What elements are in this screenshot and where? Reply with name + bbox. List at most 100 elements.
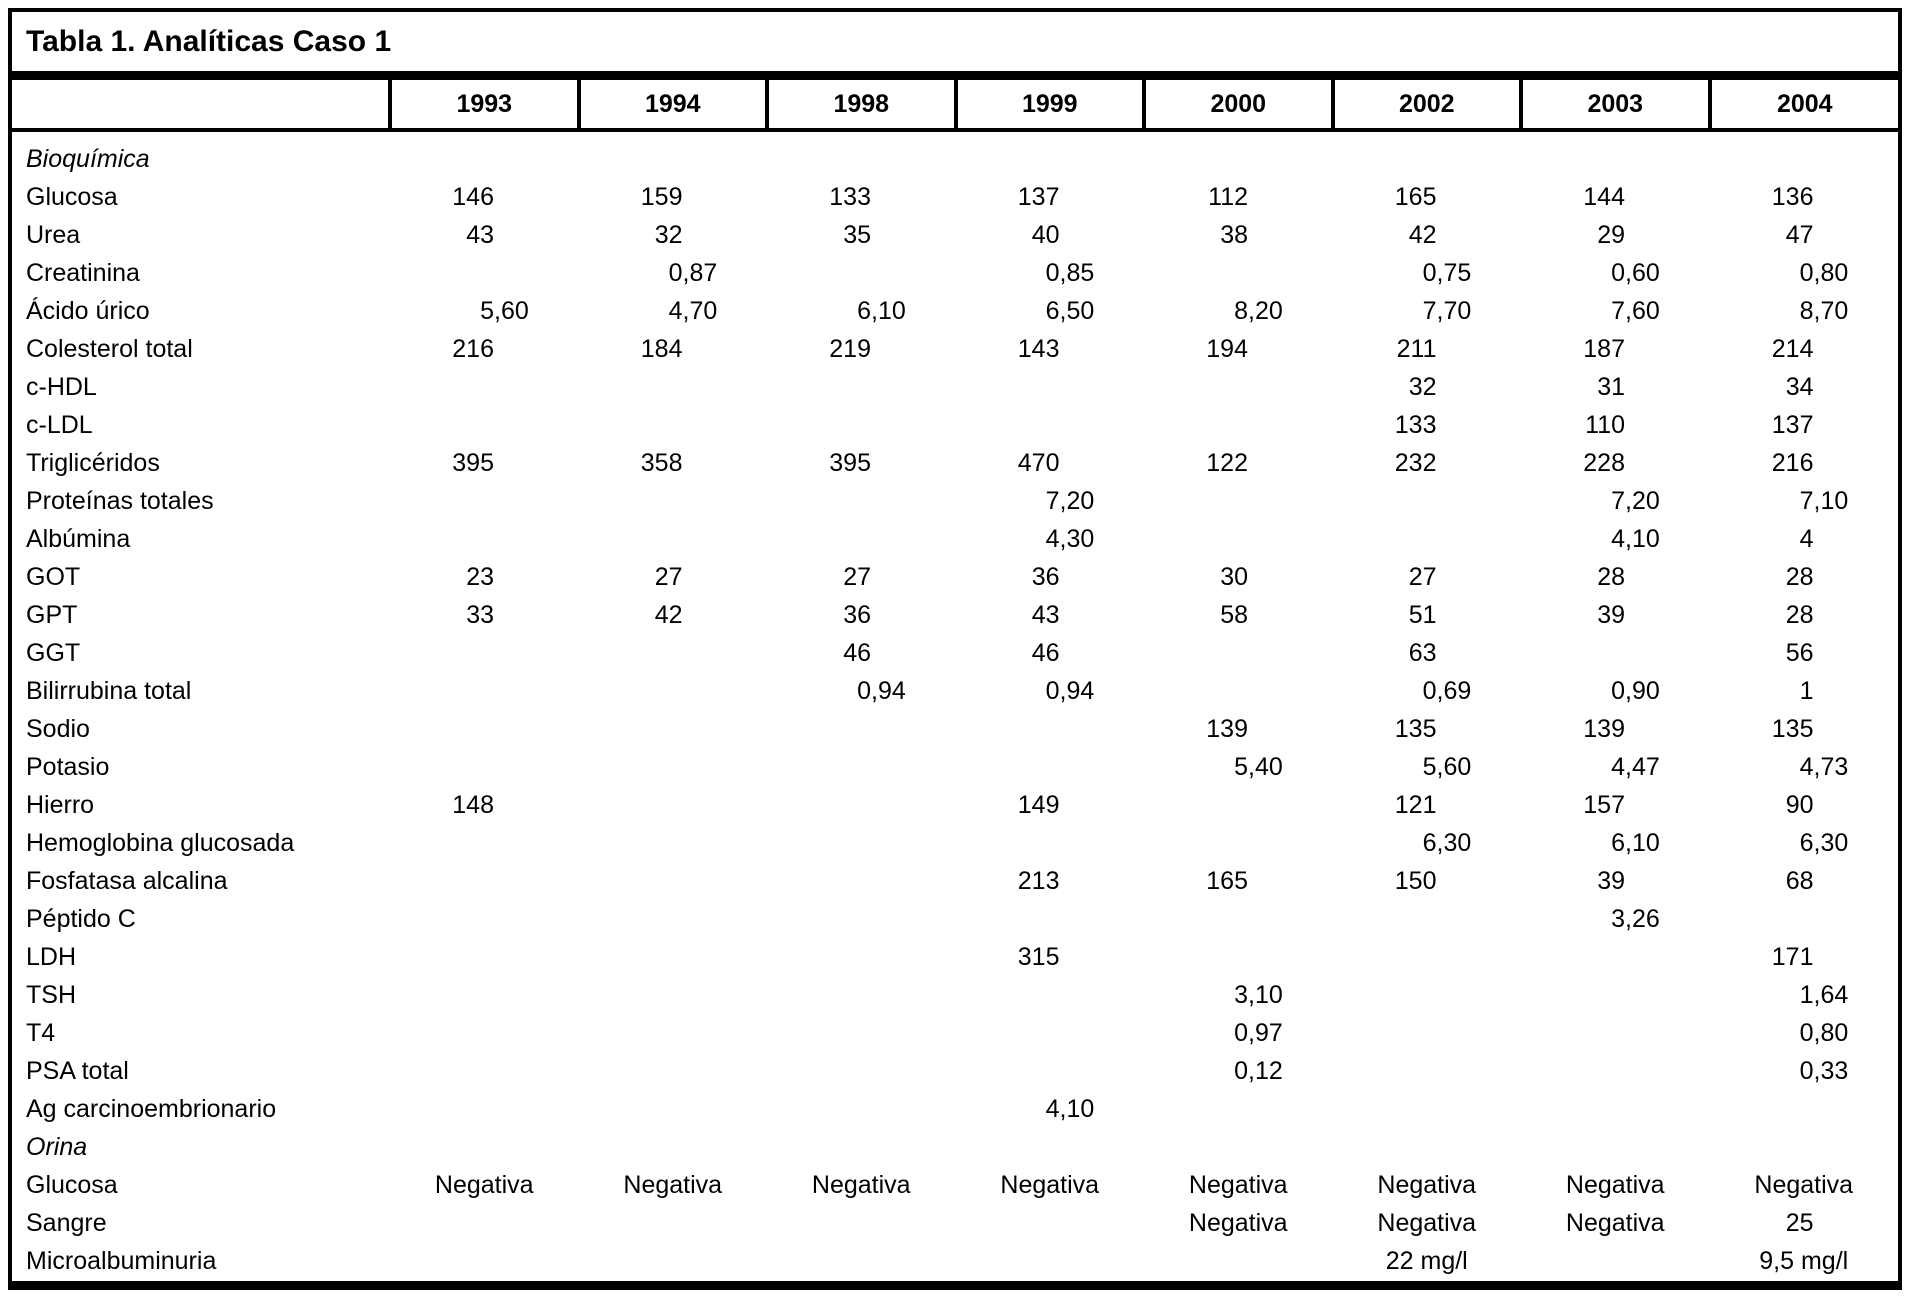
- table-header: 1993 1994 1998 1999 2000 2002 2003 2004: [12, 80, 1898, 132]
- value-cell: [1333, 482, 1522, 520]
- value-cell: 214: [1710, 330, 1899, 368]
- value-cell: 0,60: [1521, 254, 1710, 292]
- value-cell: 470: [956, 444, 1145, 482]
- value-cell: [390, 976, 579, 1014]
- section-row: Orina: [12, 1128, 1898, 1166]
- value-cell: [767, 130, 956, 178]
- numeric-value: 39: [1597, 866, 1625, 895]
- value-cell: [1710, 1128, 1899, 1166]
- table-row: TSH 3,10 1,64: [12, 976, 1898, 1014]
- value-cell: [579, 748, 768, 786]
- table-row: Creatinina 0,87 0,85 0,75 0,60 0,80: [12, 254, 1898, 292]
- value-cell: [1333, 1014, 1522, 1052]
- numeric-value: 137: [1017, 182, 1060, 211]
- value-cell: [767, 1014, 956, 1052]
- value-cell: [767, 710, 956, 748]
- value-cell: [1521, 1242, 1710, 1280]
- value-cell: 27: [579, 558, 768, 596]
- value-cell: 23: [390, 558, 579, 596]
- value-cell: [579, 1090, 768, 1128]
- value-cell: 63: [1333, 634, 1522, 672]
- value-cell: [956, 1014, 1145, 1052]
- value-cell: 5,60: [390, 292, 579, 330]
- value-cell: 30: [1144, 558, 1333, 596]
- table-row: Péptido C 3,26: [12, 900, 1898, 938]
- numeric-value: 6,10: [857, 296, 906, 325]
- value-cell: [579, 786, 768, 824]
- numeric-value: 25: [1785, 1208, 1814, 1237]
- value-cell: 165: [1144, 862, 1333, 900]
- value-cell: 110: [1521, 406, 1710, 444]
- numeric-value: 8,70: [1799, 296, 1849, 325]
- numeric-value: 6,30: [1422, 828, 1472, 857]
- value-cell: [579, 1242, 768, 1280]
- numeric-value: 4,30: [1045, 524, 1095, 553]
- row-label: Urea: [26, 220, 81, 249]
- numeric-value: 137: [1771, 410, 1814, 439]
- value-cell: 0,80: [1710, 254, 1899, 292]
- value-cell: 139: [1144, 710, 1333, 748]
- year-header: 1994: [576, 80, 767, 132]
- value-cell: 28: [1710, 558, 1899, 596]
- value-cell: 216: [390, 330, 579, 368]
- value-cell: [579, 900, 768, 938]
- numeric-value: 39: [1597, 600, 1625, 629]
- value-cell: [956, 1242, 1145, 1280]
- numeric-value: 194: [1206, 334, 1248, 363]
- value-cell: 38: [1144, 216, 1333, 254]
- row-label: Potasio: [26, 752, 110, 781]
- value-cell: [1144, 672, 1333, 710]
- numeric-value: 68: [1785, 866, 1814, 895]
- table-row: Triglicéridos 395 358 395 470 122 232 228 216: [12, 444, 1898, 482]
- table-row: c-HDL 32 31 34: [12, 368, 1898, 406]
- value-cell: [767, 938, 956, 976]
- value-cell: [767, 862, 956, 900]
- value-cell: 4,10: [956, 1090, 1145, 1128]
- value-cell: [390, 1242, 579, 1280]
- value-cell: [1333, 520, 1522, 558]
- value-cell: 32: [1333, 368, 1522, 406]
- numeric-value: 1: [1799, 676, 1814, 705]
- year-header: 1999: [953, 80, 1144, 132]
- value-cell: 5,60: [1333, 748, 1522, 786]
- value-cell: 216: [1710, 444, 1899, 482]
- value-cell: [956, 1052, 1145, 1090]
- value-cell: Negativa: [1565, 1208, 1665, 1237]
- value-cell: 6,30: [1710, 824, 1899, 862]
- numeric-value: 171: [1771, 942, 1814, 971]
- value-cell: [390, 824, 579, 862]
- value-cell: 148: [390, 786, 579, 824]
- numeric-value: 135: [1394, 714, 1437, 743]
- value-cell: [1144, 520, 1333, 558]
- table-row: PSA total 0,12 0,33: [12, 1052, 1898, 1090]
- value-cell: 68: [1710, 862, 1899, 900]
- value-cell: [579, 1204, 768, 1242]
- year-header: 2003: [1519, 80, 1710, 132]
- value-cell: [1521, 1014, 1710, 1052]
- value-cell: 133: [1333, 406, 1522, 444]
- value-cell: [390, 1052, 579, 1090]
- value-cell: [1521, 130, 1710, 178]
- row-label: GOT: [26, 562, 81, 591]
- row-label: Ácido úrico: [26, 296, 150, 325]
- numeric-value: 139: [1583, 714, 1625, 743]
- value-cell: [1144, 254, 1333, 292]
- numeric-value: 148: [452, 790, 494, 819]
- numeric-value: 214: [1771, 334, 1814, 363]
- table-row: Proteínas totales 7,20 7,20 7,10: [12, 482, 1898, 520]
- numeric-value: 5,40: [1234, 752, 1283, 781]
- row-label: Sodio: [26, 714, 90, 743]
- numeric-value: 0,85: [1045, 258, 1095, 287]
- value-cell: 90: [1710, 786, 1899, 824]
- value-cell: 29: [1521, 216, 1710, 254]
- value-cell: [767, 824, 956, 862]
- value-cell: [956, 824, 1145, 862]
- value-cell: 58: [1144, 596, 1333, 634]
- value-cell: 135: [1710, 710, 1899, 748]
- row-label: Orina: [26, 1132, 88, 1161]
- value-cell: 0,80: [1710, 1014, 1899, 1052]
- value-cell: 213: [956, 862, 1145, 900]
- value-cell: 150: [1333, 862, 1522, 900]
- value-cell: [767, 900, 956, 938]
- value-cell: [767, 1090, 956, 1128]
